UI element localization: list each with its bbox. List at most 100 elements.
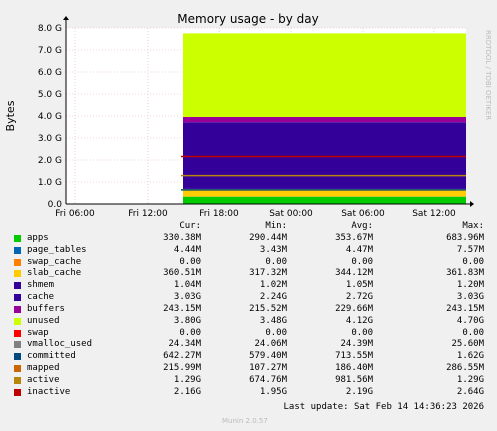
legend-max: 4.70G — [456, 315, 484, 326]
rrdtool-label: RRDTOOL / TOBI OETIKER — [484, 30, 492, 120]
legend-swatch — [14, 294, 21, 302]
legend-min: 1.02M — [259, 280, 287, 291]
legend-avg: 0.00 — [351, 256, 373, 267]
legend-min: 0.00 — [265, 327, 287, 338]
x-axis-arrow — [470, 201, 474, 207]
legend-cur: 2.16G — [173, 386, 201, 397]
legend-max: 243.15M — [446, 303, 484, 314]
legend-cur: 243.15M — [163, 303, 201, 314]
legend-row-buffers: buffers 243.15M 215.52M 229.66M 243.15M — [0, 304, 497, 316]
legend-name: mapped — [27, 363, 60, 374]
y-tick-label: 1.0 G — [38, 178, 62, 188]
legend-swatch — [14, 258, 21, 266]
y-tick-label: 3.0 G — [38, 134, 62, 144]
legend-swatch — [14, 234, 21, 242]
legend-cur: 3.80G — [173, 315, 201, 326]
legend-row-unused: unused 3.80G 3.48G 4.12G 4.70G — [0, 316, 497, 328]
legend-max: 3.03G — [456, 292, 484, 303]
legend-swatch — [14, 388, 21, 396]
legend-max: 361.83M — [446, 268, 484, 279]
legend-max: 683.96M — [446, 232, 484, 243]
legend-min: 1.95G — [259, 386, 287, 397]
legend-name: page_tables — [27, 244, 87, 255]
y-tick-label: 2.0 G — [38, 156, 62, 166]
legend-swatch — [14, 305, 21, 313]
x-tick-label: Sat 00:00 — [269, 209, 313, 219]
legend-name: unused — [27, 315, 60, 326]
last-update: Last update: Sat Feb 14 14:36:23 2026 — [283, 402, 484, 412]
legend-row-vmalloc-used: vmalloc_used 24.34M 24.06M 24.39M 25.60M — [0, 339, 497, 351]
y-tick-label: 4.0 G — [38, 112, 62, 122]
legend-avg: 344.12M — [335, 268, 373, 279]
legend-name: swap_cache — [27, 256, 82, 267]
legend-name: shmem — [27, 280, 55, 291]
legend-row-swap: swap 0.00 0.00 0.00 0.00 — [0, 328, 497, 340]
legend-name: cache — [27, 292, 55, 303]
legend-avg: 186.40M — [335, 363, 373, 374]
legend-swatch — [14, 317, 21, 325]
legend-avg: 2.19G — [345, 386, 373, 397]
legend-min: 317.32M — [249, 268, 287, 279]
y-tick-label: 8.0 G — [38, 24, 62, 34]
legend-min: 0.00 — [265, 256, 287, 267]
legend-row-apps: apps 330.38M 290.44M 353.67M 683.96M — [0, 233, 497, 245]
legend-max: 1.29G — [456, 374, 484, 385]
legend-cur: 642.27M — [163, 351, 201, 362]
legend-row-shmem: shmem 1.04M 1.02M 1.05M 1.20M — [0, 280, 497, 292]
legend-name: slab_cache — [27, 268, 82, 279]
y-axis-label: Bytes — [4, 100, 17, 131]
legend-avg: 24.39M — [340, 339, 373, 350]
legend-avg: 4.47M — [345, 244, 373, 255]
legend-max: 0.00 — [462, 256, 484, 267]
legend-row-active: active 1.29G 674.76M 981.56M 1.29G — [0, 375, 497, 387]
legend-swatch — [14, 329, 21, 337]
legend-min: 107.27M — [249, 363, 287, 374]
legend-name: inactive — [27, 386, 71, 397]
legend-min: 2.24G — [259, 292, 287, 303]
area-apps — [183, 196, 466, 204]
legend-header: Cur: Min: Avg: Max: — [0, 221, 497, 233]
header-avg: Avg: — [351, 221, 373, 231]
legend-swatch — [14, 376, 21, 384]
legend-cur: 3.03G — [173, 292, 201, 303]
legend-row-swap-cache: swap_cache 0.00 0.00 0.00 0.00 — [0, 257, 497, 269]
x-tick-label: Sat 12:00 — [412, 209, 456, 219]
legend-max: 1.20M — [456, 280, 484, 291]
header-min: Min: — [265, 221, 287, 231]
y-tick-label: 5.0 G — [38, 90, 62, 100]
y-tick-label: 7.0 G — [38, 46, 62, 56]
legend-max: 1.62G — [456, 351, 484, 362]
legend-avg: 981.56M — [335, 374, 373, 385]
legend-name: apps — [27, 232, 49, 243]
legend-min: 24.06M — [254, 339, 287, 350]
x-tick-label: Fri 12:00 — [128, 209, 168, 219]
y-axis-arrow — [63, 16, 69, 20]
legend-swatch — [14, 341, 21, 349]
header-cur: Cur: — [179, 221, 201, 231]
legend-avg: 2.72G — [345, 292, 373, 303]
x-tick-label: Sat 06:00 — [341, 209, 385, 219]
munin-version: Munin 2.0.57 — [222, 417, 268, 425]
legend-cur: 215.99M — [163, 363, 201, 374]
x-tick-label: Fri 18:00 — [199, 209, 239, 219]
legend-cur: 1.04M — [173, 280, 201, 291]
legend-row-cache: cache 3.03G 2.24G 2.72G 3.03G — [0, 292, 497, 304]
legend-min: 674.76M — [249, 374, 287, 385]
legend-swatch — [14, 270, 21, 278]
legend-row-committed: committed 642.27M 579.40M 713.55M 1.62G — [0, 351, 497, 363]
legend-avg: 1.05M — [345, 280, 373, 291]
legend-swatch — [14, 353, 21, 361]
legend-max: 0.00 — [462, 327, 484, 338]
legend-min: 3.43M — [259, 244, 287, 255]
legend-swatch — [14, 282, 21, 290]
area-slab-cache — [183, 188, 466, 197]
legend-cur: 0.00 — [179, 327, 201, 338]
area-cache — [183, 122, 466, 189]
legend-row-mapped: mapped 215.99M 107.27M 186.40M 286.55M — [0, 363, 497, 375]
legend-max: 25.60M — [451, 339, 484, 350]
legend-min: 579.40M — [249, 351, 287, 362]
legend-cur: 0.00 — [179, 256, 201, 267]
legend-min: 215.52M — [249, 303, 287, 314]
legend-row-slab-cache: slab_cache 360.51M 317.32M 344.12M 361.83M — [0, 268, 497, 280]
